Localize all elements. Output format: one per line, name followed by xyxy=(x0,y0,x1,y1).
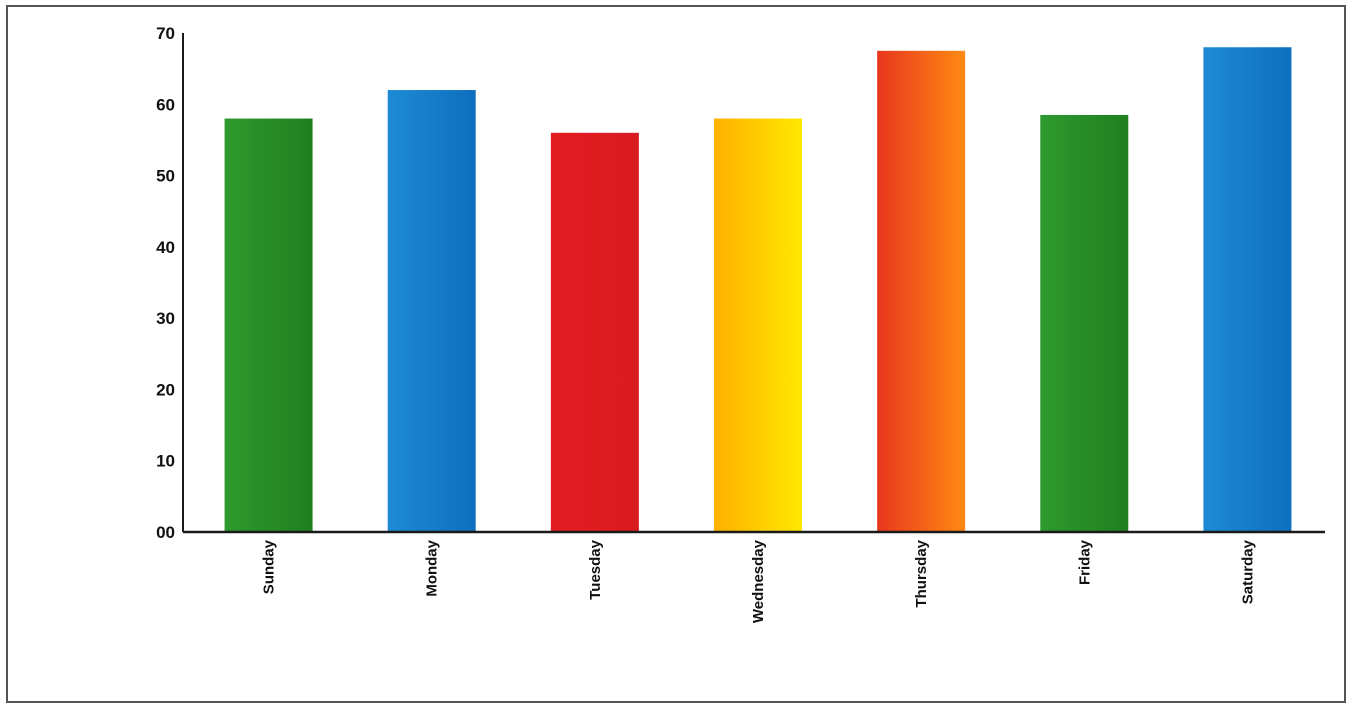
y-tick-label: 50 xyxy=(156,167,175,186)
bar-friday xyxy=(1040,114,1129,532)
y-tick-label: 30 xyxy=(156,309,175,328)
y-tick-label: 60 xyxy=(156,95,175,114)
bar-wednesday xyxy=(714,118,802,533)
bar-sunday xyxy=(224,118,313,533)
bar-tuesday xyxy=(550,132,639,533)
y-tick-label: 70 xyxy=(156,24,175,43)
y-tick-label: 40 xyxy=(156,238,175,257)
x-category-label: Tuesday xyxy=(587,539,604,599)
bar-saturday xyxy=(1203,47,1292,532)
x-category-label: Friday xyxy=(1076,539,1093,585)
x-category-label: Sunday xyxy=(261,539,278,594)
x-category-label: Wednesday xyxy=(750,539,767,623)
bar-thursday xyxy=(877,50,966,532)
y-tick-label: 20 xyxy=(156,380,175,399)
y-tick-label: 00 xyxy=(156,523,175,542)
x-category-label: Thursday xyxy=(913,539,930,607)
y-tick-label: 10 xyxy=(156,452,175,471)
x-category-label: Saturday xyxy=(1239,539,1256,604)
x-category-label: Monday xyxy=(424,539,441,596)
bar-monday xyxy=(387,90,476,533)
